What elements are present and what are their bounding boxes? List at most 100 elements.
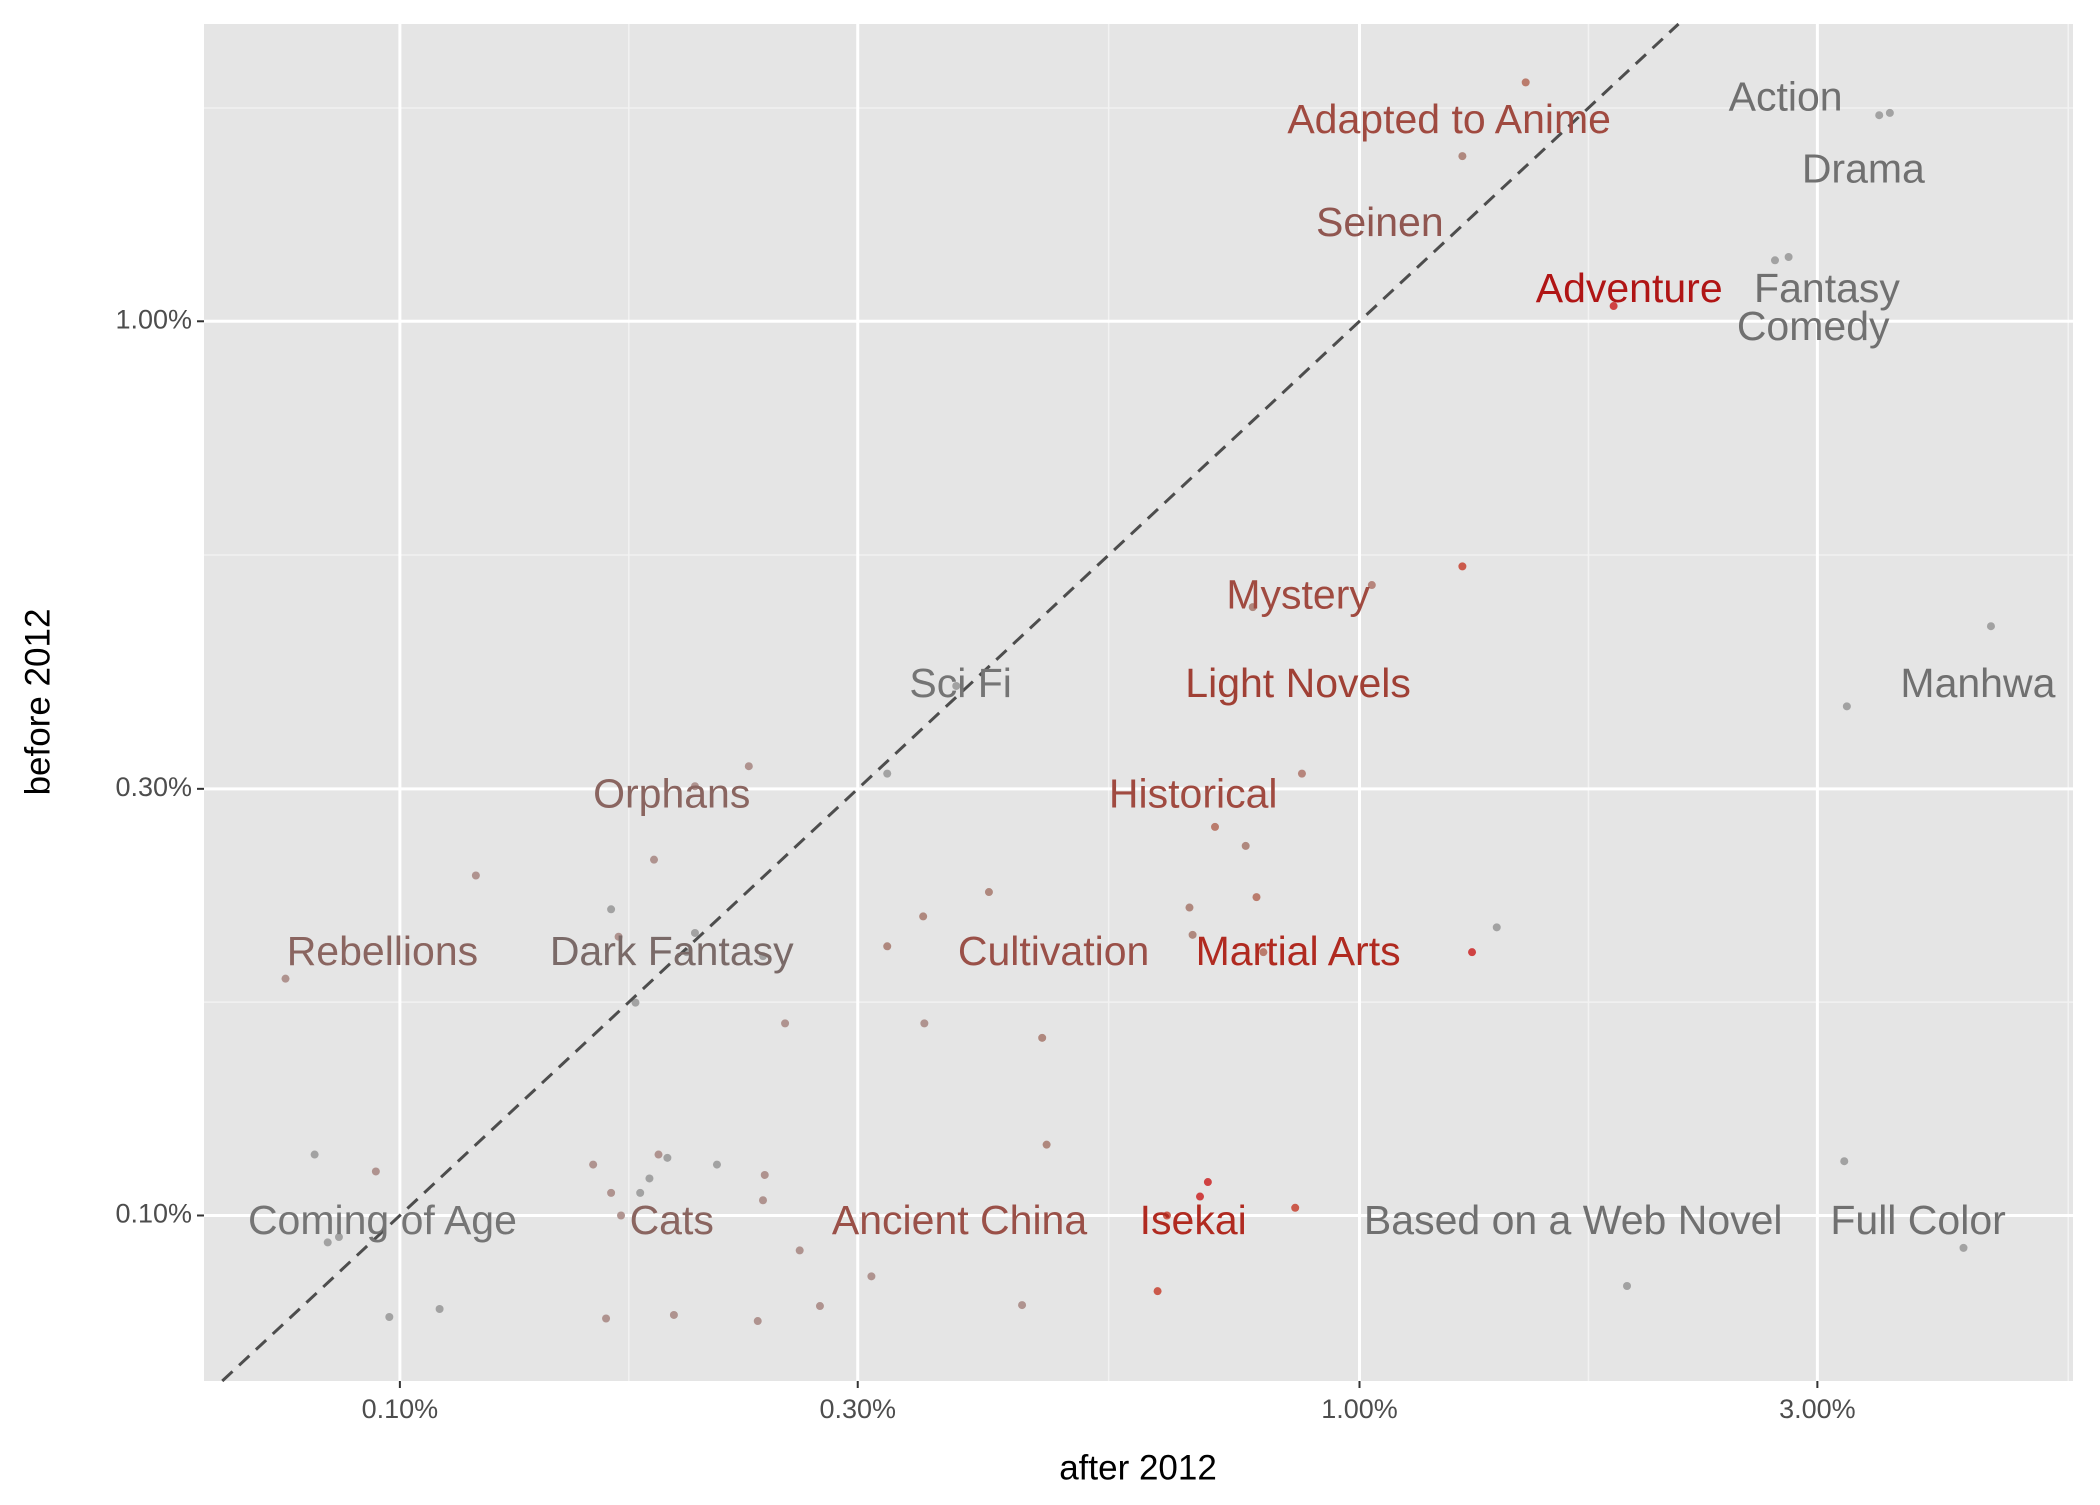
point bbox=[385, 1312, 394, 1321]
point bbox=[607, 1188, 616, 1197]
point bbox=[1468, 948, 1477, 957]
point bbox=[1609, 302, 1618, 311]
point bbox=[645, 1174, 654, 1183]
point-label: Action bbox=[1729, 73, 1843, 119]
point-label: Full Color bbox=[1830, 1197, 2005, 1243]
point bbox=[760, 1170, 769, 1179]
point bbox=[281, 974, 290, 983]
point bbox=[1784, 252, 1793, 261]
point bbox=[1770, 256, 1779, 265]
x-tick-label: 1.00% bbox=[1321, 1394, 1398, 1424]
point-label: Comedy bbox=[1737, 303, 1890, 349]
point-label: Rebellions bbox=[287, 928, 478, 974]
point bbox=[759, 952, 768, 961]
point-label: Fantasy bbox=[1754, 265, 1900, 311]
point-label: Based on a Web Novel bbox=[1364, 1197, 1783, 1243]
point bbox=[1842, 702, 1851, 711]
point bbox=[759, 1196, 768, 1205]
point bbox=[883, 942, 892, 951]
point-label: Cats bbox=[630, 1197, 714, 1243]
point bbox=[1248, 603, 1257, 612]
point bbox=[1185, 903, 1194, 912]
point bbox=[1188, 930, 1197, 939]
point-label: Drama bbox=[1802, 145, 1925, 191]
point bbox=[1162, 1211, 1171, 1220]
point-label: Historical bbox=[1109, 771, 1278, 817]
point bbox=[323, 1238, 332, 1247]
point-label: Isekai bbox=[1140, 1197, 1247, 1243]
point bbox=[1259, 948, 1268, 957]
point bbox=[1623, 1281, 1632, 1290]
point bbox=[920, 1019, 929, 1028]
x-tick-label: 3.00% bbox=[1779, 1394, 1856, 1424]
point bbox=[1042, 1140, 1051, 1149]
point bbox=[1875, 111, 1884, 120]
point bbox=[617, 1211, 626, 1220]
point bbox=[371, 1167, 380, 1176]
point-label: Adapted to Anime bbox=[1287, 96, 1611, 142]
point bbox=[867, 1272, 876, 1281]
x-tick-label: 0.30% bbox=[819, 1394, 896, 1424]
x-axis-title: after 2012 bbox=[1059, 1448, 1217, 1487]
point-label: Seinen bbox=[1316, 199, 1444, 245]
point bbox=[607, 905, 616, 914]
point bbox=[1885, 108, 1894, 117]
point-label: Dark Fantasy bbox=[550, 928, 794, 974]
point bbox=[984, 888, 993, 897]
point bbox=[1196, 1192, 1205, 1201]
point-label: Coming of Age bbox=[248, 1197, 517, 1243]
point bbox=[334, 1233, 343, 1242]
point bbox=[1153, 1287, 1162, 1296]
point bbox=[1241, 841, 1250, 850]
point bbox=[602, 1314, 611, 1323]
point bbox=[712, 1160, 721, 1169]
point-label: Ancient China bbox=[832, 1197, 1087, 1243]
point bbox=[1458, 562, 1467, 571]
point-label: Cultivation bbox=[958, 928, 1149, 974]
x-tick-label: 0.10% bbox=[362, 1394, 439, 1424]
y-tick-label: 0.30% bbox=[115, 772, 192, 802]
point bbox=[1521, 78, 1530, 87]
panel bbox=[204, 24, 2073, 1381]
point bbox=[781, 1019, 790, 1028]
point bbox=[690, 928, 699, 937]
point bbox=[795, 1246, 804, 1255]
point-label: Sci Fi bbox=[909, 660, 1012, 706]
y-tick-label: 1.00% bbox=[115, 304, 192, 334]
point bbox=[883, 769, 892, 778]
point bbox=[1203, 1178, 1212, 1187]
point bbox=[690, 782, 699, 791]
point bbox=[815, 1302, 824, 1311]
point bbox=[631, 998, 640, 1007]
point bbox=[435, 1305, 444, 1314]
point bbox=[1211, 822, 1220, 831]
point bbox=[614, 932, 623, 941]
point-label: Mystery bbox=[1226, 571, 1370, 617]
point bbox=[471, 871, 480, 880]
y-axis-title: before 2012 bbox=[18, 609, 57, 796]
point bbox=[669, 1310, 678, 1319]
point bbox=[1840, 1157, 1849, 1166]
point-label: Martial Arts bbox=[1196, 928, 1401, 974]
point-label: Orphans bbox=[593, 771, 750, 817]
point bbox=[919, 912, 928, 921]
point bbox=[654, 1150, 663, 1159]
point bbox=[1986, 622, 1995, 631]
point-label: Light Novels bbox=[1185, 660, 1411, 706]
point bbox=[1297, 769, 1306, 778]
point bbox=[1367, 581, 1376, 590]
point bbox=[1038, 1033, 1047, 1042]
point bbox=[1018, 1301, 1027, 1310]
point bbox=[1291, 1203, 1300, 1212]
y-tick-label: 0.10% bbox=[115, 1199, 192, 1229]
point-label: Adventure bbox=[1536, 265, 1723, 311]
point bbox=[744, 762, 753, 771]
point bbox=[663, 1153, 672, 1162]
point bbox=[310, 1150, 319, 1159]
point-label: Manhwa bbox=[1900, 660, 2055, 706]
point bbox=[1959, 1243, 1968, 1252]
point bbox=[650, 855, 659, 864]
point bbox=[753, 1317, 762, 1326]
point bbox=[1252, 893, 1261, 902]
